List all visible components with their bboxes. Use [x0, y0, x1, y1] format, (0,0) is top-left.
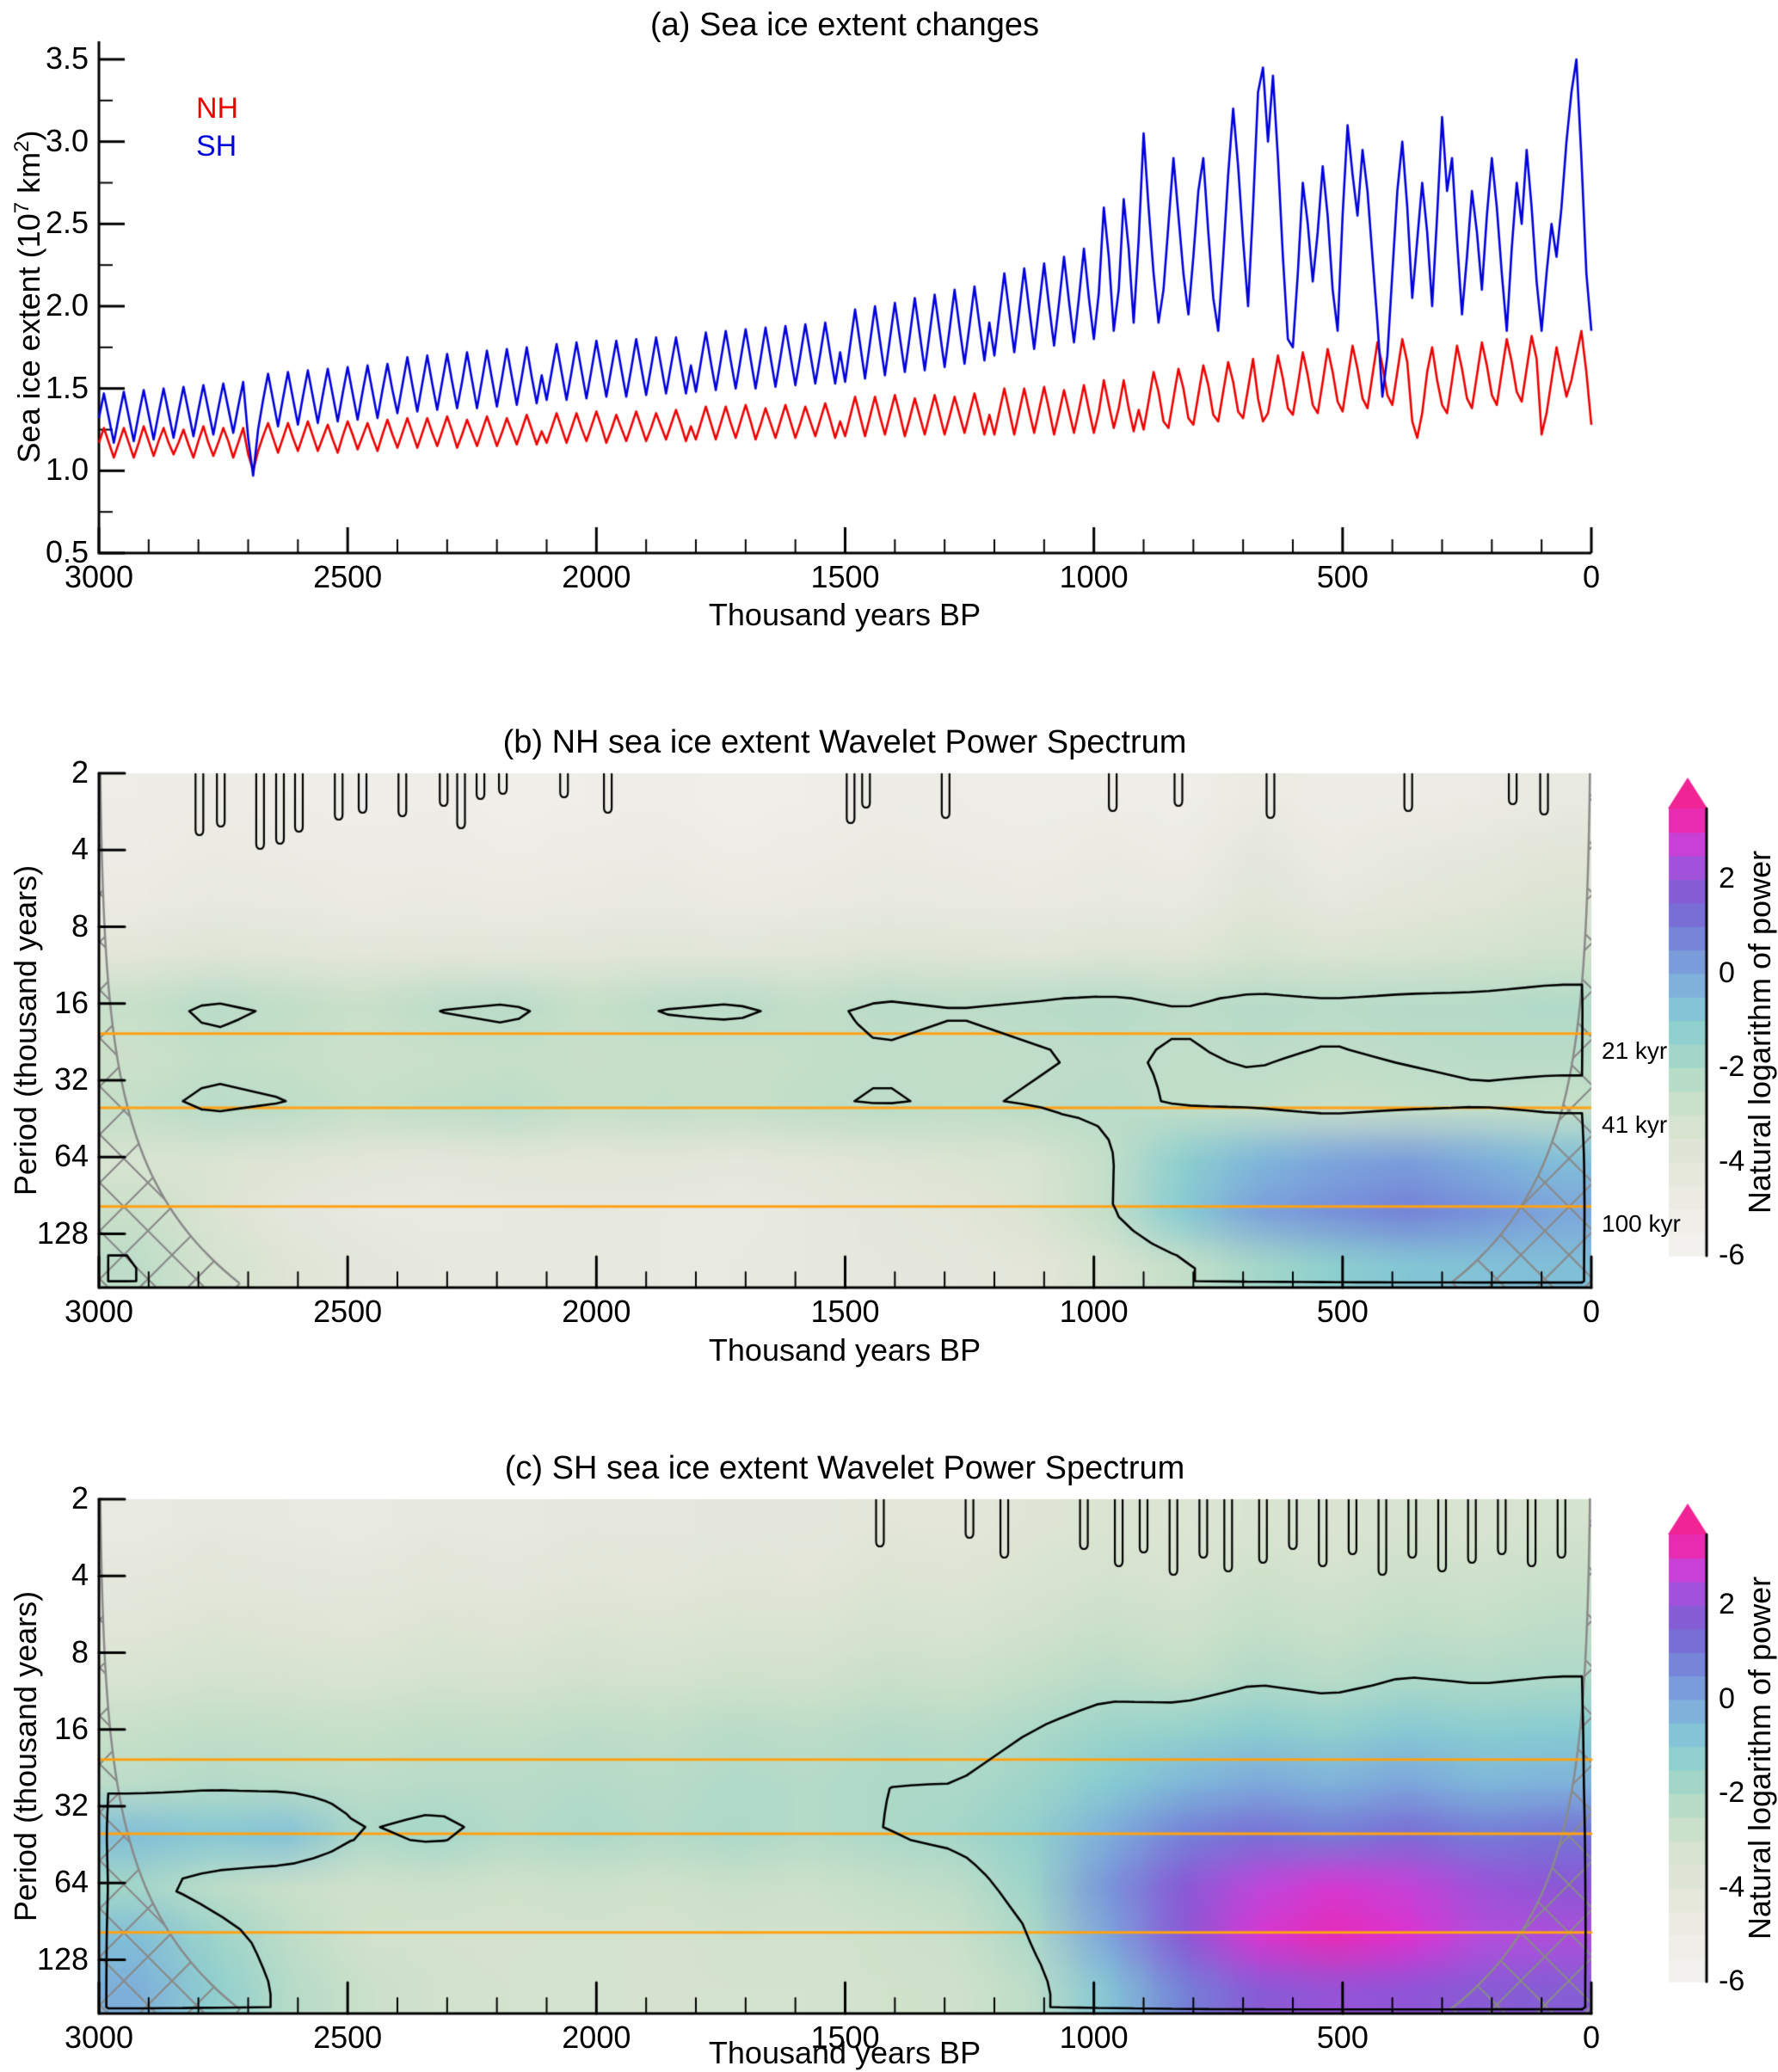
y-tick-label: 32	[53, 1787, 89, 1823]
y-tick-label: 64	[53, 1864, 89, 1900]
x-tick-label: 1000	[1059, 559, 1129, 594]
x-tick-label: 3000	[64, 1294, 134, 1329]
y-tick-label: 8	[71, 1633, 89, 1669]
colorbar-tick-label: -6	[1719, 1964, 1745, 1997]
colorbar-tick-label: -2	[1719, 1050, 1745, 1084]
x-tick-label: 3000	[64, 2020, 134, 2055]
panel-a-ylabel-pre: Sea ice extent (10	[11, 213, 46, 464]
x-tick-label: 1000	[1059, 1294, 1129, 1329]
panel-a-ylabel-mid: km	[11, 151, 46, 202]
colorbar-tick-label: 0	[1719, 1682, 1735, 1715]
x-tick-label: 2500	[313, 2020, 383, 2055]
y-tick-label: 4	[71, 1557, 89, 1593]
x-tick-label: 2500	[313, 1294, 383, 1329]
cycle-label: 41 kyr	[1602, 1110, 1668, 1138]
y-tick-label: 64	[53, 1138, 89, 1174]
x-tick-label: 500	[1316, 559, 1369, 594]
x-tick-label: 500	[1316, 2020, 1369, 2055]
legend-nh-label: NH	[196, 92, 239, 125]
colorbar-tick-label: -6	[1719, 1239, 1745, 1271]
x-tick-label: 2000	[562, 559, 631, 594]
x-tick-label: 0	[1582, 559, 1601, 594]
x-tick-label: 1500	[810, 1294, 880, 1329]
y-tick-label: 8	[71, 907, 89, 944]
y-tick-label: 16	[53, 1710, 89, 1746]
colorbar-b-label: Natural logarithm of power	[1742, 850, 1777, 1214]
legend-sh-label: SH	[196, 130, 237, 163]
colorbar-tick-label: -4	[1719, 1144, 1745, 1177]
x-tick-label: 2000	[562, 2020, 631, 2055]
x-tick-label: 2000	[562, 1294, 631, 1329]
y-tick-label: 2	[71, 1480, 89, 1516]
y-tick-label: 16	[53, 984, 89, 1020]
x-tick-label: 1500	[810, 559, 880, 594]
colorbar-c-label: Natural logarithm of power	[1742, 1576, 1777, 1940]
y-tick-label: 32	[53, 1061, 89, 1097]
colorbar-tick-label: -2	[1719, 1776, 1745, 1810]
y-tick-label: 2.0	[45, 287, 89, 323]
panel-a-title: (a) Sea ice extent changes	[649, 7, 1040, 43]
x-tick-label: 0	[1582, 1294, 1601, 1329]
panel-b-title: (b) NH sea ice extent Wavelet Power Spec…	[502, 724, 1187, 760]
x-tick-label: 0	[1582, 2020, 1601, 2055]
cycle-label: 21 kyr	[1602, 1036, 1668, 1064]
x-tick-label: 3000	[64, 559, 134, 594]
y-tick-label: 3.5	[45, 40, 89, 76]
y-tick-label: 0.5	[45, 534, 89, 569]
panel-c-xlabel: Thousand years BP	[708, 2035, 981, 2070]
colorbar-tick-label: 2	[1719, 862, 1735, 895]
y-tick-label: 1.0	[45, 452, 89, 488]
x-tick-label: 1500	[810, 2020, 880, 2055]
y-tick-label: 128	[36, 1940, 89, 1977]
y-tick-label: 128	[36, 1214, 89, 1251]
panel-b-xlabel: Thousand years BP	[708, 1332, 981, 1368]
x-tick-label: 2500	[313, 559, 383, 594]
colorbar-tick-label: 2	[1719, 1588, 1735, 1621]
x-tick-label: 500	[1316, 1294, 1369, 1329]
panel-c-title: (c) SH sea ice extent Wavelet Power Spec…	[504, 1450, 1185, 1486]
x-tick-label: 1000	[1059, 2020, 1129, 2055]
y-tick-label: 2.5	[45, 205, 89, 241]
y-tick-label: 4	[71, 831, 89, 867]
colorbar-tick-label: 0	[1719, 956, 1735, 989]
panel-a-legend: NH SH	[196, 89, 238, 165]
cycle-label: 100 kyr	[1602, 1209, 1681, 1237]
y-tick-label: 3.0	[45, 122, 89, 158]
panel-a-xlabel: Thousand years BP	[708, 597, 981, 632]
colorbar-tick-label: -4	[1719, 1870, 1745, 1903]
y-tick-label: 2	[71, 754, 89, 790]
y-tick-label: 1.5	[45, 369, 89, 405]
